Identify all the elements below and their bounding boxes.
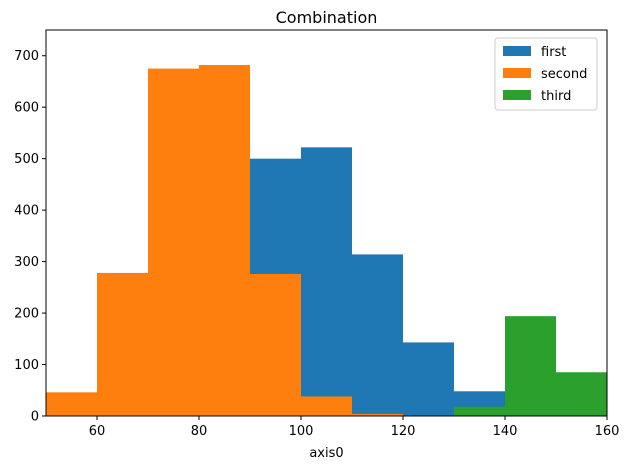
x-axis: 60 80 100 120 140 160 [89,416,620,439]
bar-third-2 [556,372,607,416]
x-tick-label: 80 [191,424,208,439]
legend-swatch-third [503,90,531,100]
y-tick-label: 700 [14,49,39,64]
bar-second-2 [148,68,199,416]
x-tick-label: 160 [595,424,620,439]
legend-label-first: first [541,45,566,60]
y-tick-label: 200 [14,307,39,322]
bar-second-0 [46,392,97,416]
y-tick-label: 300 [14,255,39,270]
bar-first-1 [301,147,352,416]
legend-swatch-first [503,46,531,56]
bar-third-0 [454,406,505,416]
y-tick-label: 100 [14,358,39,373]
y-tick-label: 600 [14,101,39,116]
bar-second-4 [250,273,301,416]
legend-swatch-second [503,68,531,78]
legend-label-third: third [541,89,571,104]
y-tick-label: 500 [14,152,39,167]
bars-layer [46,64,607,417]
y-tick-label: 400 [14,204,39,219]
y-tick-label: 0 [31,410,39,425]
chart-title: Combination [276,8,378,27]
x-axis-label: axis0 [309,446,343,461]
legend: first second third [494,37,598,111]
bar-third-1 [505,316,556,416]
x-tick-label: 60 [89,424,106,439]
x-tick-label: 100 [289,424,314,439]
bar-second-5 [301,396,352,416]
legend-label-second: second [541,67,587,82]
bar-second-6 [352,413,403,416]
y-axis: 0 100 200 300 400 500 600 700 [14,49,46,425]
x-tick-label: 120 [391,424,416,439]
plot-frame [45,29,608,417]
x-tick-label: 140 [493,424,518,439]
bar-second-3 [199,64,250,417]
bar-first-2 [352,254,403,416]
bar-second-1 [97,272,148,416]
bar-first-3 [403,342,454,416]
